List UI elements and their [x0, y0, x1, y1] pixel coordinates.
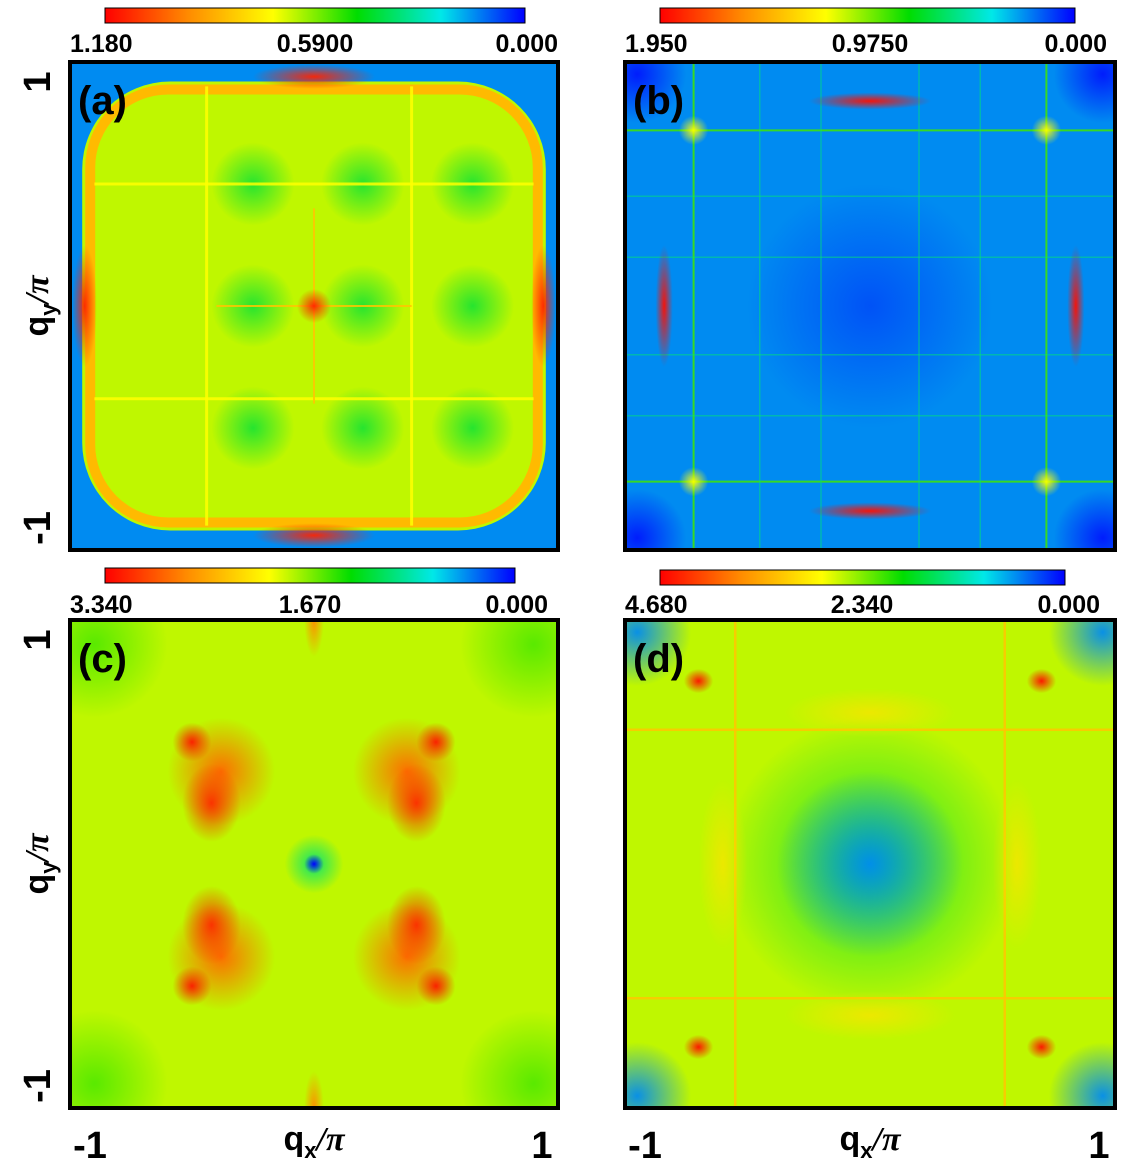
panel-b: 1.950 0.9750 0.000 (b): [623, 7, 1117, 552]
heatmap: [625, 620, 1115, 1108]
x-axis-label: qx/π: [839, 1120, 901, 1163]
heatmap: [70, 62, 558, 550]
plot-frame: [623, 60, 1117, 552]
y-tick-label: 1: [17, 71, 59, 92]
panel-label: (c): [78, 637, 127, 681]
colorbar: [659, 569, 1066, 586]
plot-frame: [623, 618, 1117, 1110]
plot-frame: [68, 618, 560, 1110]
colorbar-max-label: 3.340: [70, 591, 133, 619]
colorbar-min-label: 0.000: [1044, 30, 1107, 58]
panel-label: (a): [78, 79, 127, 123]
panel-d: 4.680 2.340 0.000 (d) -1 1 qx/π: [623, 569, 1117, 1167]
colorbar-min-label: 0.000: [1037, 591, 1100, 619]
colorbar-mid-label: 2.340: [831, 591, 894, 619]
x-tick-label: 1: [1088, 1125, 1109, 1167]
colorbar-min-label: 0.000: [495, 30, 558, 58]
panel-c: 3.340 1.670 0.000 (c) 1 -1 qy/π -1 1 qx/π: [17, 567, 560, 1167]
y-tick-label: -1: [17, 511, 59, 545]
plot-frame: [68, 60, 560, 552]
y-tick-label: -1: [17, 1069, 59, 1103]
y-axis-label: qy/π: [18, 832, 61, 894]
y-tick-label: 1: [17, 629, 59, 650]
panel-label: (b): [633, 79, 684, 123]
x-tick-label: 1: [531, 1125, 552, 1167]
colorbar-max-label: 1.180: [70, 30, 133, 58]
panel-a: 1.180 0.5900 0.000 (a) 1 -1 qy/π: [17, 7, 560, 552]
y-axis-label: qy/π: [18, 274, 61, 336]
x-tick-label: -1: [628, 1125, 662, 1167]
heatmap: [625, 62, 1115, 550]
colorbar-mid-label: 0.5900: [277, 30, 353, 58]
colorbar-min-label: 0.000: [485, 591, 548, 619]
colorbar: [104, 7, 526, 24]
colorbar-mid-label: 0.9750: [832, 30, 908, 58]
colorbar-max-label: 4.680: [625, 591, 688, 619]
colorbar: [659, 7, 1076, 24]
colorbar-max-label: 1.950: [625, 30, 688, 58]
panels: 1.180 0.5900 0.000 (a) 1 -1 qy/π 1.950 0.9750 0.0…: [17, 7, 1117, 1167]
x-tick-label: -1: [73, 1125, 107, 1167]
heatmap: [70, 620, 558, 1108]
colorbar: [104, 567, 516, 584]
colorbar-mid-label: 1.670: [279, 591, 342, 619]
x-axis-label: qx/π: [283, 1120, 345, 1163]
panel-label: (d): [633, 637, 684, 681]
